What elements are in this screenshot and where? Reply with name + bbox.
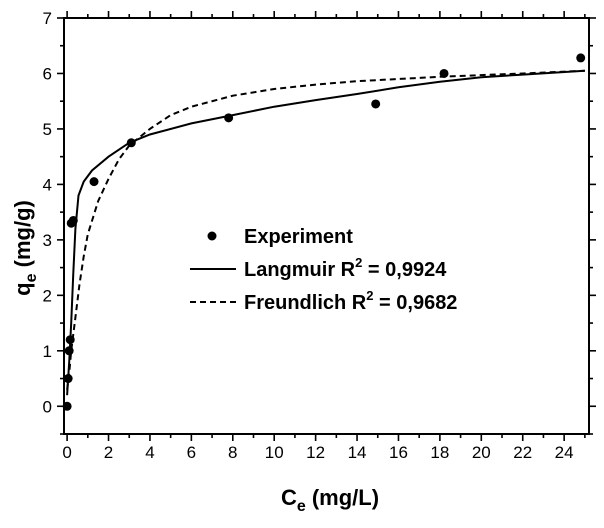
x-tick-label: 22 <box>513 443 532 462</box>
plot-frame <box>63 17 590 435</box>
x-axis-title: Ce (mg/L) <box>281 485 379 515</box>
y-tick-label: 0 <box>43 397 52 416</box>
y-tick-label: 4 <box>43 175 52 194</box>
x-tick-label: 20 <box>472 443 491 462</box>
y-axis-title-unit: (mg/g) <box>10 200 35 273</box>
y-tick-label: 2 <box>43 286 52 305</box>
x-tick-label: 16 <box>389 443 408 462</box>
x-tick-label: 24 <box>555 443 574 462</box>
x-axis-title-unit: (mg/L) <box>306 485 379 510</box>
legend-label-langmuir: Langmuir R2 = 0,9924 <box>244 255 447 281</box>
experiment-point <box>64 346 74 356</box>
y-tick-label: 3 <box>43 231 52 250</box>
plot-border <box>63 17 590 435</box>
experiment-point <box>224 113 234 123</box>
x-tick-label: 4 <box>145 443 154 462</box>
y-tick-label: 5 <box>43 120 52 139</box>
legend-label-experiment: Experiment <box>244 226 353 248</box>
x-tick-label: 2 <box>104 443 113 462</box>
legend-marker-experiment <box>207 231 217 241</box>
x-tick-label: 6 <box>187 443 196 462</box>
langmuir-curve <box>66 69 585 396</box>
x-axis-ticks: 0 2 4 6 8 10 12 14 16 18 20 22 24 <box>62 11 586 462</box>
experiment-point <box>371 99 381 109</box>
experiment-point <box>62 401 72 411</box>
experiment-point <box>68 215 78 225</box>
y-tick-label: 1 <box>43 342 52 361</box>
y-axis-title-main: q <box>10 282 35 295</box>
experiment-point <box>576 53 586 63</box>
legend-label-freundlich: Freundlich R2 = 0,9682 <box>244 288 457 314</box>
experiment-points <box>62 53 586 411</box>
x-tick-label: 8 <box>228 443 237 462</box>
y-tick-label: 7 <box>43 9 52 28</box>
x-tick-label: 14 <box>348 443 367 462</box>
experiment-point <box>89 177 99 187</box>
y-axis-title: qe (mg/g) <box>10 200 40 296</box>
experiment-point <box>65 335 75 345</box>
legend: Experiment Langmuir R2 = 0,9924 Freundlich… <box>190 226 457 314</box>
y-axis-title-sub: e <box>23 273 40 282</box>
experiment-point <box>63 374 73 384</box>
x-tick-label: 10 <box>265 443 284 462</box>
x-tick-label: 0 <box>62 443 71 462</box>
x-tick-label: 12 <box>306 443 325 462</box>
experiment-point <box>126 138 136 148</box>
x-axis-title-sub: e <box>297 498 306 515</box>
x-axis-title-main: C <box>281 485 297 510</box>
experiment-point <box>439 68 449 78</box>
x-tick-label: 18 <box>430 443 449 462</box>
y-tick-label: 6 <box>43 64 52 83</box>
freundlich-curve <box>66 69 585 390</box>
fit-curves <box>66 69 585 396</box>
y-axis-ticks: 0 1 2 3 4 5 6 7 <box>43 9 596 435</box>
